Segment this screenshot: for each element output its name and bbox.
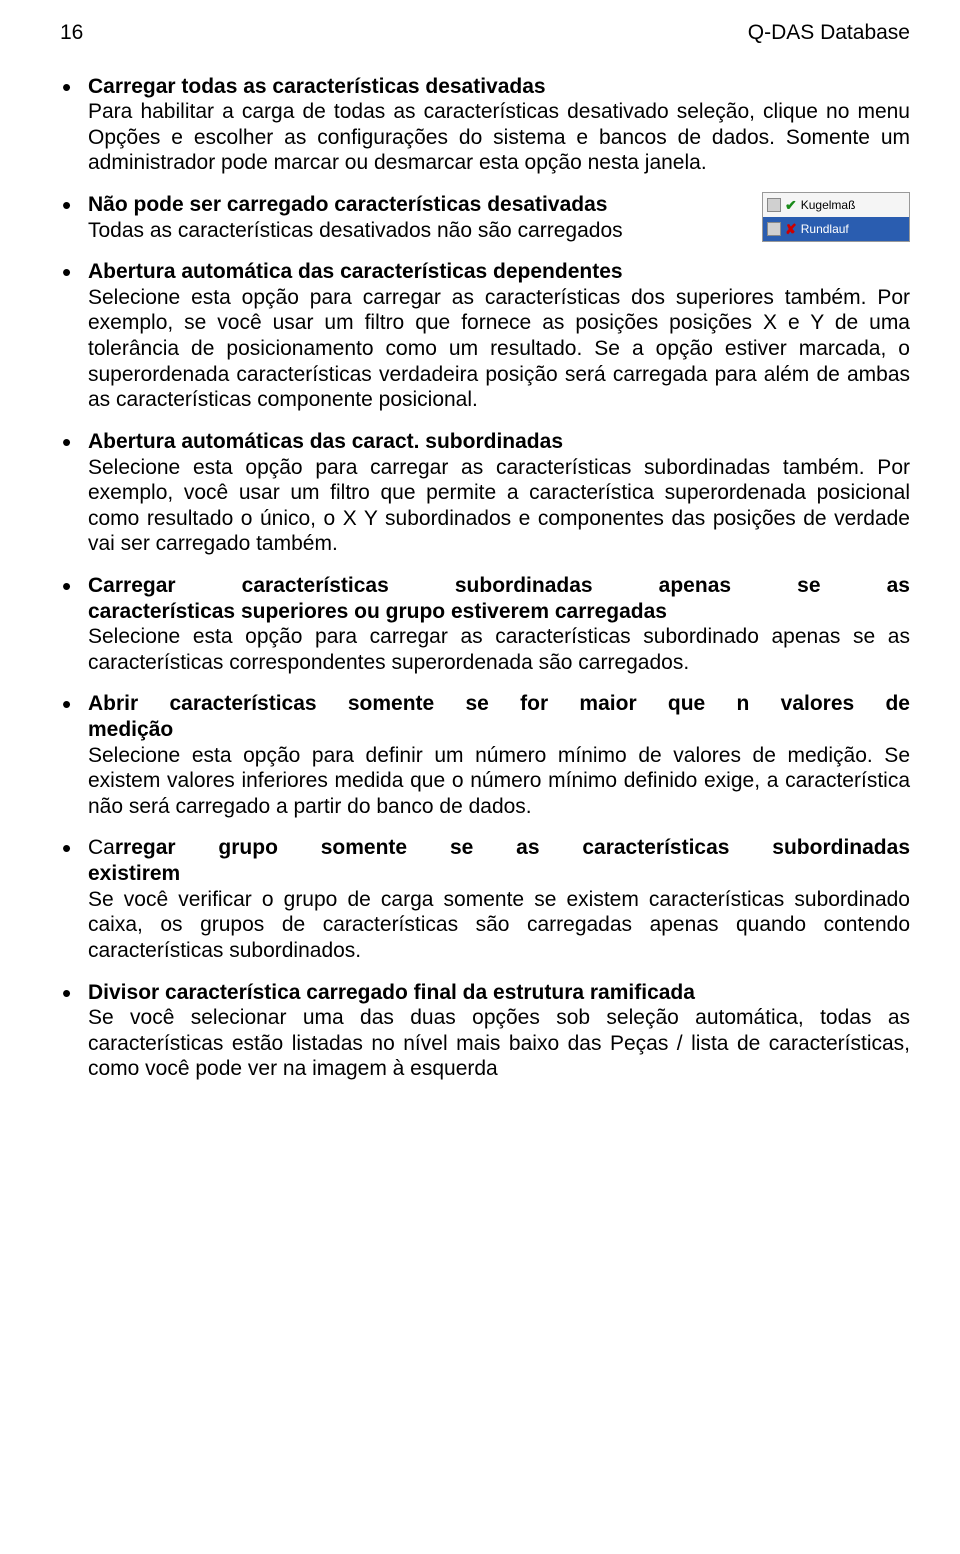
item-title-line2: características superiores ou grupo esti… — [88, 599, 910, 625]
bullet-list: Carregar todas as características desati… — [60, 74, 910, 1082]
list-item: Abrir características somente se for mai… — [60, 691, 910, 819]
item-title: Abertura automática das características … — [88, 260, 623, 283]
thumbnail-row: ✔ Kugelmaß — [763, 193, 909, 217]
characteristics-thumbnail: ✔ Kugelmaß ✘ Rundlauf — [762, 192, 910, 242]
item-body: Selecione esta opção para definir um núm… — [88, 744, 910, 818]
list-item: Abertura automáticas das caract. subordi… — [60, 429, 910, 557]
list-item: Carregar todas as características desati… — [60, 74, 910, 176]
thumbnail-label: Kugelmaß — [801, 198, 856, 213]
thumbnail-label: Rundlauf — [801, 222, 849, 237]
item-title: Carregar todas as características desati… — [88, 75, 546, 98]
item-body: Selecione esta opção para carregar as ca… — [88, 456, 910, 556]
check-icon: ✔ — [785, 197, 797, 214]
list-item: Carregar características subordinadas ap… — [60, 573, 910, 675]
item-body: Se você verificar o grupo de carga somen… — [88, 888, 910, 962]
item-title-line1: Carregar características subordinadas ap… — [88, 573, 910, 599]
list-item: Carregar grupo somente se as característ… — [60, 835, 910, 963]
item-body: Selecione esta opção para carregar as ca… — [88, 625, 910, 674]
item-icon — [767, 222, 781, 236]
list-item: Abertura automática das características … — [60, 259, 910, 413]
item-body: Para habilitar a carga de todas as carac… — [88, 100, 910, 174]
item-title-line1: Abrir características somente se for mai… — [88, 691, 910, 717]
item-body: Todas as características desativados não… — [88, 219, 623, 242]
item-title-line2: medição — [88, 717, 910, 743]
item-title: Abertura automáticas das caract. subordi… — [88, 430, 563, 453]
item-body: Se você selecionar uma das duas opções s… — [88, 1006, 910, 1080]
list-item: Divisor característica carregado final d… — [60, 980, 910, 1082]
page-title: Q-DAS Database — [748, 20, 910, 46]
item-icon — [767, 198, 781, 212]
item-title: Divisor característica carregado final d… — [88, 981, 695, 1004]
list-item: ✔ Kugelmaß ✘ Rundlauf Não pode ser carre… — [60, 192, 910, 243]
item-title: Não pode ser carregado características d… — [88, 193, 607, 216]
item-title-line2: existirem — [88, 861, 910, 887]
thumbnail-row: ✘ Rundlauf — [763, 217, 909, 241]
x-icon: ✘ — [785, 221, 797, 238]
item-body: Selecione esta opção para carregar as ca… — [88, 286, 910, 411]
item-title-line1: Carregar grupo somente se as característ… — [88, 835, 910, 861]
page-number: 16 — [60, 20, 83, 46]
